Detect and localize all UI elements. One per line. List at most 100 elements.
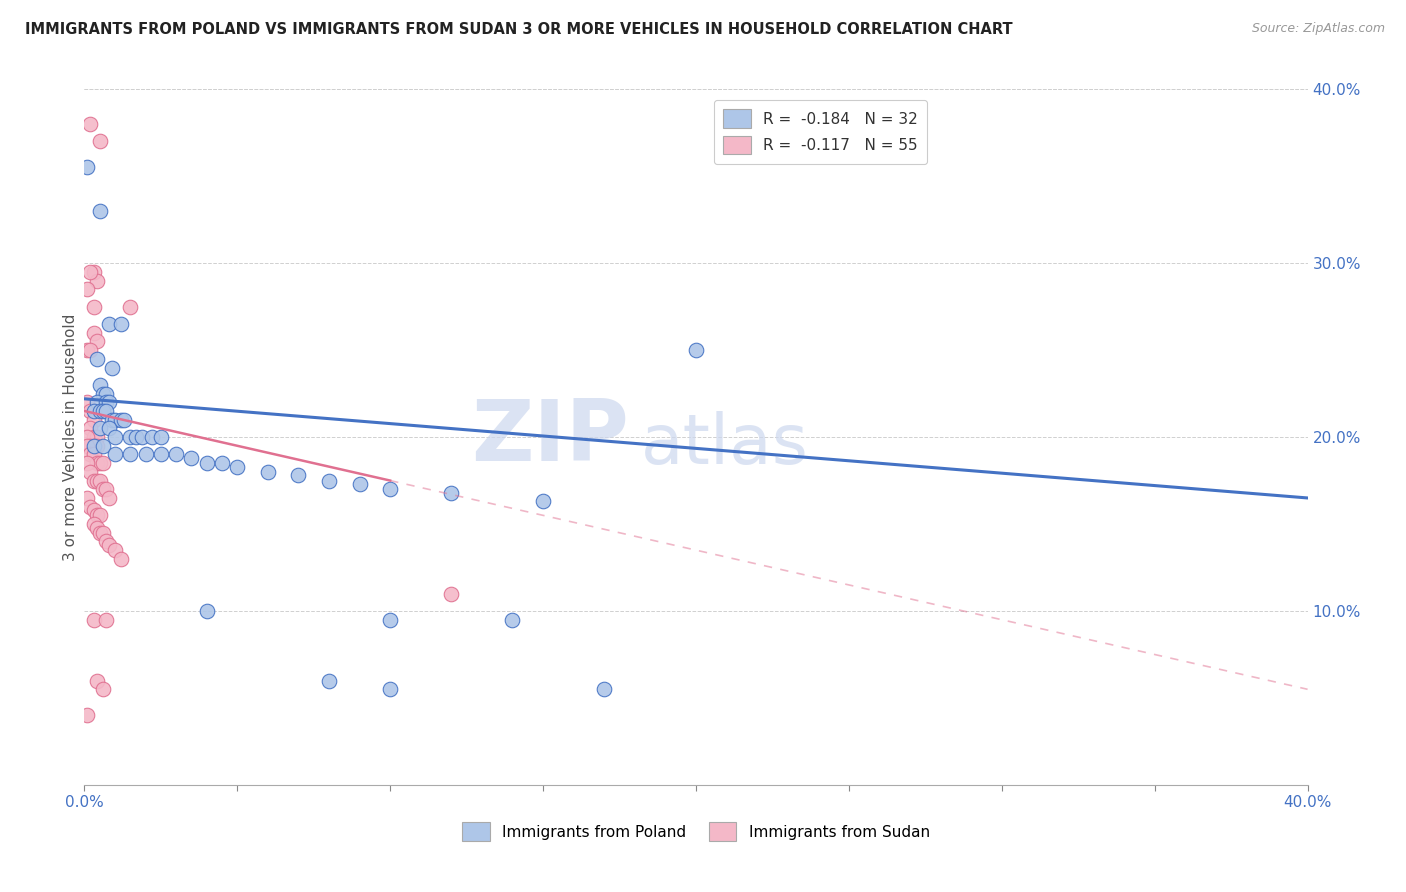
Point [76, 439, 98, 453]
Point [104, 412, 127, 426]
Point [502, 613, 524, 627]
Text: IMMIGRANTS FROM POLAND VS IMMIGRANTS FROM SUDAN 3 OR MORE VEHICLES IN HOUSEHOLD : IMMIGRANTS FROM POLAND VS IMMIGRANTS FRO… [25, 22, 1012, 37]
Point [97, 317, 120, 331]
Point [79, 500, 101, 514]
Point [94, 482, 117, 496]
Point [86, 508, 108, 523]
Point [89, 421, 111, 435]
Point [195, 604, 218, 618]
Point [94, 534, 117, 549]
Point [135, 447, 157, 462]
Point [531, 494, 554, 508]
Point [97, 538, 120, 552]
Point [83, 447, 105, 462]
Text: Source: ZipAtlas.com: Source: ZipAtlas.com [1251, 22, 1385, 36]
Point [94, 395, 117, 409]
Point [79, 343, 101, 357]
Point [685, 343, 707, 357]
Point [83, 430, 105, 444]
Point [97, 421, 120, 435]
Point [149, 447, 172, 462]
Point [83, 516, 105, 531]
Point [83, 265, 105, 279]
Point [380, 682, 402, 697]
Point [89, 508, 111, 523]
Point [380, 482, 402, 496]
Point [86, 334, 108, 349]
Point [86, 474, 108, 488]
Point [91, 682, 114, 697]
Point [104, 430, 127, 444]
Point [79, 265, 101, 279]
Point [86, 456, 108, 470]
Point [149, 430, 172, 444]
Point [76, 395, 98, 409]
Point [141, 430, 163, 444]
Point [83, 613, 105, 627]
Point [76, 491, 98, 505]
Point [86, 439, 108, 453]
Point [79, 439, 101, 453]
Point [120, 300, 142, 314]
Point [89, 134, 111, 148]
Point [318, 474, 340, 488]
Point [86, 351, 108, 366]
Point [125, 430, 148, 444]
Point [79, 421, 101, 435]
Point [257, 465, 280, 479]
Point [101, 360, 124, 375]
Point [211, 456, 233, 470]
Point [593, 682, 616, 697]
Point [380, 613, 402, 627]
Point [79, 117, 101, 131]
Point [180, 450, 202, 465]
Point [97, 491, 120, 505]
Point [91, 439, 114, 453]
Point [83, 503, 105, 517]
Point [83, 300, 105, 314]
Point [83, 404, 105, 418]
Point [104, 543, 127, 558]
Point [76, 343, 98, 357]
Point [91, 386, 114, 401]
Point [91, 404, 114, 418]
Point [97, 395, 120, 409]
Point [83, 439, 105, 453]
Point [86, 273, 108, 287]
Point [76, 456, 98, 470]
Point [110, 412, 132, 426]
Point [349, 477, 371, 491]
Point [79, 404, 101, 418]
Point [76, 282, 98, 296]
Point [195, 456, 218, 470]
Point [89, 456, 111, 470]
Point [83, 439, 105, 453]
Point [94, 404, 117, 418]
Point [79, 447, 101, 462]
Point [112, 412, 135, 426]
Point [318, 673, 340, 688]
Point [440, 485, 463, 500]
Point [83, 326, 105, 340]
Point [89, 525, 111, 540]
Point [94, 386, 117, 401]
Point [120, 430, 142, 444]
Point [91, 456, 114, 470]
Point [86, 395, 108, 409]
Point [83, 412, 105, 426]
Text: atlas: atlas [641, 410, 808, 477]
Point [83, 474, 105, 488]
Point [120, 447, 142, 462]
Legend: Immigrants from Poland, Immigrants from Sudan: Immigrants from Poland, Immigrants from … [456, 816, 936, 847]
Point [89, 474, 111, 488]
Point [91, 525, 114, 540]
Y-axis label: 3 or more Vehicles in Household: 3 or more Vehicles in Household [63, 313, 77, 561]
Point [104, 447, 127, 462]
Point [101, 412, 124, 426]
Point [287, 468, 309, 483]
Point [110, 317, 132, 331]
Point [89, 203, 111, 218]
Point [79, 465, 101, 479]
Point [131, 430, 153, 444]
Point [76, 708, 98, 723]
